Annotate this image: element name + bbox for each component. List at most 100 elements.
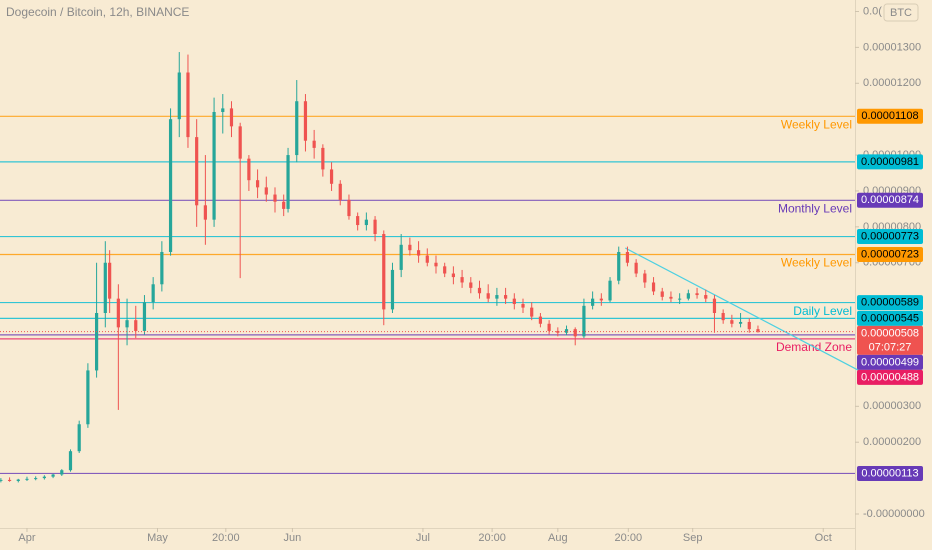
candle-body bbox=[16, 479, 20, 481]
candle-body bbox=[495, 295, 499, 299]
candle-body bbox=[177, 72, 181, 120]
candle-body bbox=[408, 244, 412, 251]
candle-body bbox=[451, 273, 455, 278]
candle-body bbox=[7, 479, 12, 481]
x-tick-label: Jul bbox=[416, 532, 430, 544]
candle-body bbox=[469, 282, 473, 288]
candle-body bbox=[721, 312, 725, 321]
price-box bbox=[857, 108, 923, 124]
candle-body bbox=[229, 108, 234, 127]
candle-body bbox=[678, 298, 682, 300]
candle-body bbox=[521, 304, 525, 308]
x-tick-label: Jun bbox=[284, 532, 302, 544]
candle-body bbox=[564, 329, 569, 333]
candle-body bbox=[617, 251, 621, 281]
candle-body bbox=[116, 298, 120, 328]
last-price-label: 0.00000508 bbox=[861, 327, 919, 339]
candle-body bbox=[695, 293, 699, 296]
candle-body bbox=[651, 282, 656, 292]
candle-body bbox=[25, 478, 29, 480]
level-price-label: 0.00000981 bbox=[861, 156, 919, 168]
candle-body bbox=[51, 474, 55, 477]
candle-body bbox=[34, 478, 38, 480]
candle-body bbox=[547, 323, 551, 331]
level-price-label: 0.00000723 bbox=[861, 248, 919, 260]
candle-body bbox=[530, 307, 534, 317]
candle-body bbox=[203, 205, 207, 220]
unit-label: BTC bbox=[890, 7, 912, 19]
candle-body bbox=[103, 262, 107, 313]
candle-body bbox=[86, 370, 90, 425]
candle-body bbox=[634, 262, 638, 274]
candle-body bbox=[347, 199, 351, 217]
candle-body bbox=[125, 320, 129, 328]
candle-body bbox=[591, 298, 595, 306]
candle-body bbox=[273, 194, 277, 202]
price-box bbox=[857, 229, 923, 245]
level-price-label: 0.00001108 bbox=[861, 110, 918, 122]
candle-body bbox=[60, 470, 64, 475]
y-tick-label: 0.00000200 bbox=[863, 436, 921, 448]
candle-body bbox=[704, 295, 708, 299]
candle-body bbox=[282, 201, 286, 209]
candle-body bbox=[582, 305, 586, 337]
candle-body bbox=[477, 287, 482, 294]
candle-body bbox=[168, 119, 173, 252]
candle-body bbox=[42, 476, 46, 479]
candle-body bbox=[738, 321, 743, 324]
candle-body bbox=[416, 250, 421, 256]
candle-body bbox=[660, 291, 664, 297]
candle-body bbox=[643, 273, 647, 283]
level-price-label: 0.00000488 bbox=[861, 371, 919, 383]
candle-body bbox=[556, 330, 560, 333]
price-box bbox=[857, 154, 923, 170]
candle-body bbox=[538, 316, 543, 324]
x-tick-label: 20:00 bbox=[478, 532, 506, 544]
level-price-label: 0.00000545 bbox=[861, 312, 919, 324]
level-name: Monthly Level bbox=[778, 201, 852, 215]
candle-body bbox=[77, 424, 81, 452]
candle-body bbox=[142, 302, 147, 331]
candle-body bbox=[356, 216, 360, 226]
candle-body bbox=[364, 219, 368, 226]
level-name: Weekly Level bbox=[781, 117, 852, 131]
candle-body bbox=[312, 140, 316, 148]
candle-body bbox=[94, 312, 99, 371]
candle-body bbox=[599, 298, 603, 301]
level-name: Weekly Level bbox=[781, 256, 852, 270]
candle-body bbox=[686, 293, 690, 299]
candle-body bbox=[247, 158, 251, 181]
x-tick-label: 20:00 bbox=[212, 532, 240, 544]
candle-body bbox=[151, 284, 155, 303]
candle-body bbox=[303, 101, 308, 141]
candle-body bbox=[321, 147, 325, 170]
candle-body bbox=[425, 255, 429, 263]
candle-body bbox=[264, 187, 268, 195]
candle-body bbox=[669, 296, 673, 299]
candle-body bbox=[434, 262, 438, 267]
candle-body bbox=[212, 111, 216, 220]
candle-body bbox=[512, 298, 516, 305]
candle-body bbox=[504, 295, 508, 299]
countdown: 07:07:27 bbox=[869, 341, 912, 353]
candle-body bbox=[756, 329, 760, 332]
x-tick-label: Sep bbox=[683, 532, 703, 544]
candle-body bbox=[399, 244, 403, 270]
level-price-label: 0.00000499 bbox=[861, 356, 919, 368]
candle-body bbox=[160, 251, 164, 285]
unit-badge bbox=[883, 3, 919, 22]
x-tick-label: 20:00 bbox=[615, 532, 643, 544]
candle-body bbox=[382, 234, 386, 310]
y-tick-label: 0.0( bbox=[863, 5, 882, 17]
y-tick-label: 0.00001300 bbox=[863, 41, 921, 53]
candle-body bbox=[460, 277, 464, 283]
candle-body bbox=[295, 101, 299, 156]
level-price-label: 0.00000113 bbox=[861, 467, 918, 479]
candle-body bbox=[195, 137, 199, 206]
price-box bbox=[857, 325, 923, 355]
candle-body bbox=[625, 251, 630, 263]
x-tick-label: May bbox=[147, 532, 168, 544]
level-price-label: 0.00000589 bbox=[861, 296, 919, 308]
